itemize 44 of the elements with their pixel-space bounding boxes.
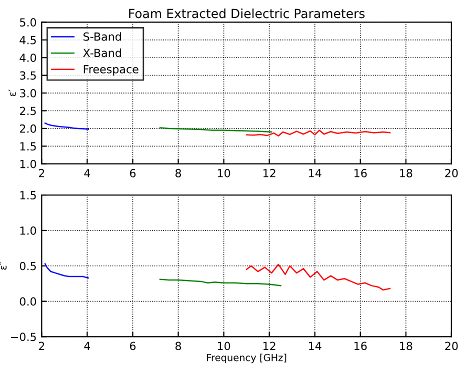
chart-title: Foam Extracted Dielectric Parameters <box>129 8 365 18</box>
legend-label: Freespace <box>84 65 138 76</box>
y-tick-label: 4.0 <box>20 54 36 62</box>
y-tick-label: −0.5 <box>11 332 36 342</box>
y-tick-label: 3.0 <box>20 89 36 98</box>
y-tick-label: 2.5 <box>20 106 36 116</box>
x-tick-label: 16 <box>354 168 367 178</box>
x-tick-label: 4 <box>84 169 90 178</box>
line-series <box>246 264 391 291</box>
x-tick-label: 20 <box>445 342 458 350</box>
y-axis-title: ε′ <box>8 90 16 96</box>
x-tick-label: 6 <box>130 342 136 350</box>
x-tick-label: 12 <box>263 168 276 178</box>
x-tick-label: 8 <box>175 342 182 350</box>
line-series <box>159 278 282 286</box>
x-tick-label: 2 <box>38 168 44 178</box>
y-tick-label: 1.0 <box>20 160 36 168</box>
y-tick-label: 0.0 <box>20 297 36 306</box>
x-axis-title: Frequency [GHz] <box>207 354 286 364</box>
x-tick-label: 18 <box>400 168 412 178</box>
y-tick-label: 1.5 <box>20 191 36 200</box>
legend-label: X-Band <box>83 48 121 58</box>
x-tick-label: 18 <box>400 342 412 350</box>
y-tick-label: 4.5 <box>20 36 36 44</box>
x-tick-label: 10 <box>218 342 230 350</box>
line-series <box>44 263 89 279</box>
legend-label: S-Band <box>84 32 121 41</box>
x-tick-label: 16 <box>354 342 367 350</box>
x-tick-label: 10 <box>218 168 230 178</box>
x-tick-label: 14 <box>308 342 322 350</box>
y-tick-label: 2.0 <box>20 124 36 133</box>
y-tick-label: 5.0 <box>20 18 36 27</box>
y-tick-label: 0.5 <box>20 262 36 270</box>
x-tick-label: 12 <box>263 342 276 350</box>
y-tick-label: 1.0 <box>20 226 36 235</box>
y-tick-label: 3.5 <box>20 71 36 80</box>
x-tick-label: 8 <box>175 168 182 178</box>
y-tick-label: 1.5 <box>20 142 36 151</box>
x-tick-label: 4 <box>84 342 90 350</box>
line-series <box>44 122 89 130</box>
x-tick-label: 14 <box>308 169 322 178</box>
x-tick-label: 6 <box>130 168 136 178</box>
x-tick-label: 20 <box>445 168 458 178</box>
x-tick-label: 2 <box>38 342 44 350</box>
